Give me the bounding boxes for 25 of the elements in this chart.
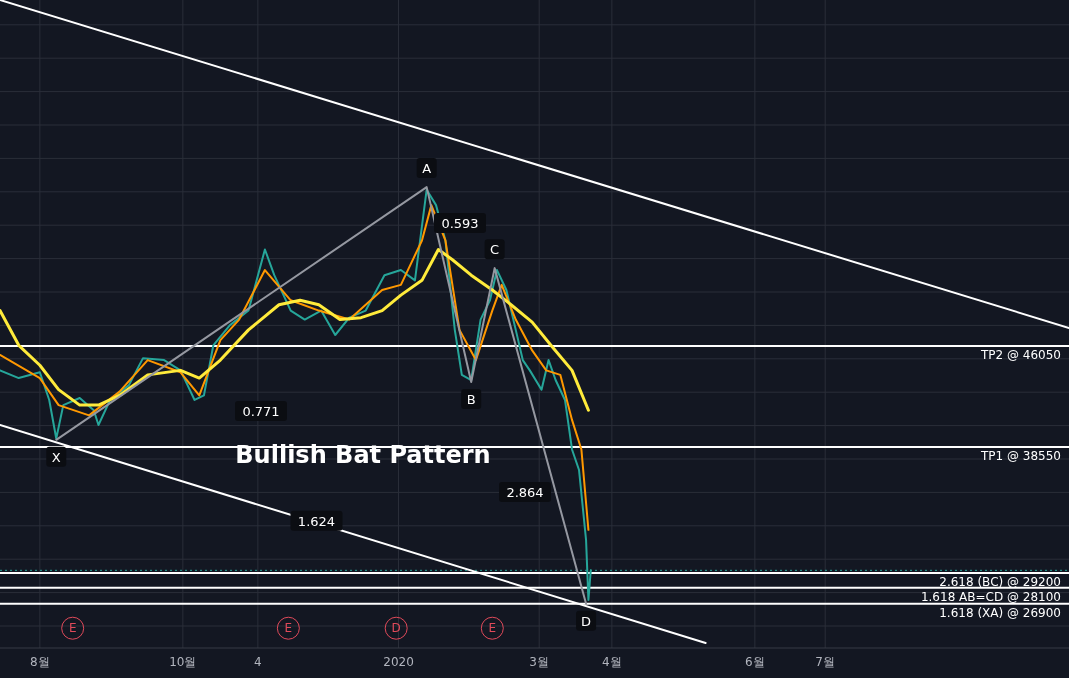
ref-line-label: TP2 @ 46050 (979, 347, 1061, 362)
x-tick-label: 2020 (383, 655, 414, 669)
annotation: E (284, 621, 293, 636)
annotation: 0.593 (441, 216, 479, 231)
annotation: B (466, 391, 476, 407)
ref-line-label: TP1 @ 38550 (979, 448, 1061, 463)
annotation: 2.864 (506, 485, 544, 500)
annotation: 0.771 (242, 404, 280, 419)
x-tick-label: 7월 (815, 655, 836, 669)
annotation: D (391, 621, 401, 636)
ref-line-label: 1.618 AB=CD @ 28100 (920, 589, 1061, 604)
annotation: A (422, 161, 432, 177)
annotation: E (68, 621, 77, 636)
x-tick-label: 3월 (529, 655, 550, 669)
annotation: C (490, 242, 500, 258)
x-tick-label: 4월 (602, 655, 622, 669)
x-tick-label: 6월 (745, 655, 765, 669)
annotation: E (488, 621, 497, 636)
annotation: D (581, 613, 592, 629)
x-tick-label: 10월 (169, 655, 197, 669)
annotation: 1.624 (297, 513, 336, 529)
x-tick-label: 8월 (30, 655, 50, 669)
annotation: X (51, 449, 61, 465)
ref-line-label: 1.618 (XA) @ 26900 (939, 605, 1061, 620)
x-tick-label: 4 (254, 655, 262, 669)
